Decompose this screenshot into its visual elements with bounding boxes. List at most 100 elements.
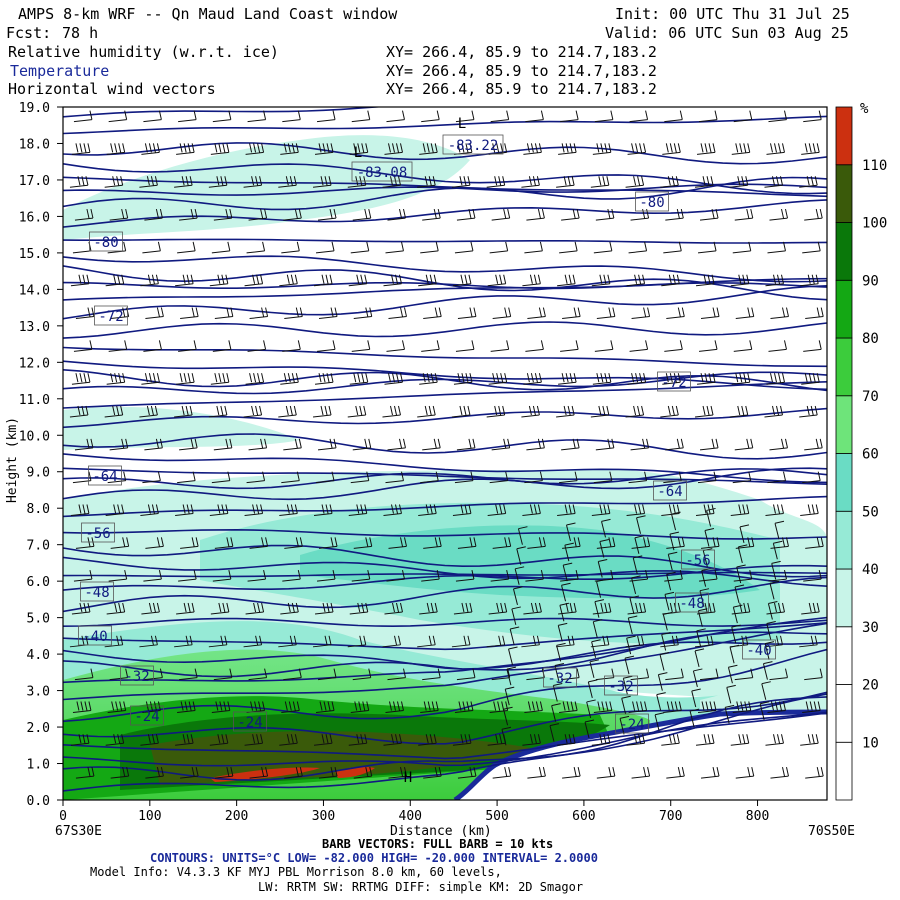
temperature-label: -56 [685,553,710,569]
temperature-contour [63,360,827,391]
wind-barb [457,767,477,779]
wind-barb [491,668,511,681]
wind-barb [143,570,162,582]
wind-barb [281,241,300,254]
wind-barb [697,471,717,484]
wind-barb [420,471,439,484]
wind-barb [106,602,126,615]
wind-barb [659,652,670,671]
wind-barb [209,504,229,517]
wind-barb [175,734,194,746]
wind-barb [558,373,577,385]
wind-barb [764,176,783,188]
wind-barb [180,767,199,779]
wind-barb [694,176,714,188]
wind-barb [593,241,613,254]
temperature-contour [63,407,827,429]
wind-barb [699,208,719,221]
wind-barb [552,683,563,702]
wind-barb [591,274,611,287]
wind-barb [70,504,90,517]
y-tick-label: 19.0 [19,101,50,116]
wind-barb [282,570,301,582]
y-tick-label: 12.0 [19,356,50,371]
colorbar-label: 90 [862,273,879,289]
wind-barb [733,570,753,582]
wind-barb [312,405,332,418]
wind-barb [591,734,611,746]
y-tick-label: 7.0 [27,539,50,554]
wind-barb [774,520,785,540]
wind-barb [629,110,649,123]
wind-barb [174,635,193,648]
wind-barb [694,648,705,667]
wind-barb [733,340,753,352]
wind-barb [386,340,405,352]
wind-barb [452,274,472,287]
wind-barb [417,635,436,648]
colorbar-label: 70 [862,389,879,405]
colorbar-swatch [835,626,853,685]
wind-barb [211,471,231,484]
wind-barb [179,438,198,451]
wind-barb [525,110,544,123]
wind-barb [700,767,720,779]
wind-barb [454,241,474,254]
temperature-label-box [78,625,112,646]
wind-barb [75,767,95,779]
wind-barb [177,701,196,713]
temperature-contour [63,381,827,409]
temperature-label-box [233,711,267,732]
wind-barb [734,208,754,221]
wind-barb [421,340,440,352]
wind-barb [74,208,94,221]
wind-barb [622,675,633,695]
wind-barb [664,340,683,352]
wind-barb [246,701,266,713]
wind-barb [517,526,528,545]
wind-barb [452,734,472,746]
wind-barb [527,767,546,779]
wind-barb [454,701,474,713]
wind-barb [630,668,650,681]
wind-barb [596,579,606,598]
wind-barb [736,564,746,584]
wind-barb [213,438,233,451]
wind-barb [564,542,574,562]
wind-barb [70,274,90,287]
wind-barb [109,438,129,451]
wind-barb [557,274,576,287]
wind-barb [627,602,647,615]
wind-barb [139,176,158,188]
wind-barb [490,340,510,352]
x-axis: 0 100 200 300 400 500 600 700 800 [59,800,769,824]
wind-barb [631,537,651,549]
wind-barb [451,176,471,188]
init-time: Init: 00 UTC Thu 31 Jul 25 [615,5,850,23]
wind-barb [636,515,646,534]
wind-barb [176,373,195,385]
wind-barb [522,274,541,287]
wind-barb [733,110,753,123]
wind-barb [280,602,299,615]
wind-barb [313,274,333,287]
temperature-label: -24 [619,717,644,733]
wind-barb [349,373,369,385]
wind-barb [739,524,750,543]
wind-barb [768,110,787,123]
wind-barb [522,504,541,517]
wind-barb [279,504,298,517]
wind-barb [766,621,776,640]
wind-barb [556,176,575,188]
wind-barb [140,734,159,746]
wind-barb [383,504,402,517]
wind-barb [767,471,786,484]
wind-barb [281,471,300,484]
wind-barb [349,143,369,155]
y-tick-label: 6.0 [27,575,50,590]
wind-barb [595,208,615,221]
wind-barb [317,208,337,221]
wind-barb [318,307,338,320]
wind-barb [558,602,577,615]
y-tick-label: 13.0 [19,320,50,335]
